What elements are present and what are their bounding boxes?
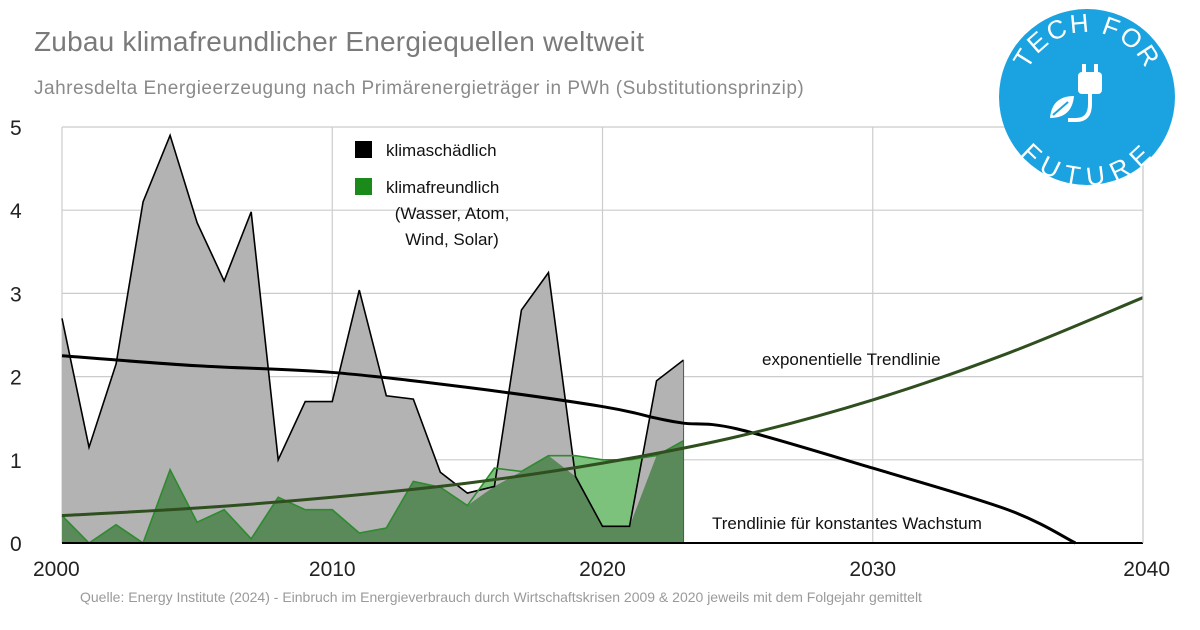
trendline-constant-growth <box>61 354 1077 545</box>
trendline-exponential <box>61 296 1144 518</box>
x-tick-label: 2030 <box>849 558 896 581</box>
y-tick-label: 0 <box>10 533 22 556</box>
source-note: Quelle: Energy Institute (2024) - Einbru… <box>80 589 922 605</box>
y-tick-label: 5 <box>10 117 22 140</box>
area-klimafreundlich <box>62 440 684 543</box>
y-tick-label: 3 <box>10 283 22 306</box>
annotation-exponential: exponentielle Trendlinie <box>762 350 941 369</box>
x-tick-label: 2040 <box>1123 558 1170 581</box>
legend-swatch-klimafreundlich <box>355 178 372 195</box>
trend-lines <box>61 296 1144 545</box>
legend-label-klimafreundlich: klimafreundlich <box>386 178 499 197</box>
x-tick-label: 2020 <box>579 558 626 581</box>
y-tick-label: 4 <box>10 200 22 223</box>
axes: 0 1 2 3 4 5 2000 2010 2020 2030 2040 <box>10 117 1170 581</box>
legend-label-klimafreundlich: (Wasser, Atom, <box>395 204 510 223</box>
legend-label-klimafreundlich: Wind, Solar) <box>405 230 499 249</box>
y-tick-label: 1 <box>10 450 22 473</box>
legend-swatch-klimaschaedlich <box>355 141 372 158</box>
chart-subtitle: Jahresdelta Energieerzeugung nach Primär… <box>34 78 805 99</box>
annotation-constant-growth: Trendlinie für konstantes Wachstum <box>712 514 982 533</box>
annotations: exponentielle Trendlinie Trendlinie für k… <box>712 350 982 533</box>
area-klimaschaedlich <box>62 135 684 543</box>
plug-leaf-icon <box>1050 64 1102 122</box>
tech-for-future-logo: TECH FOR FUTURE <box>999 8 1175 186</box>
y-tick-label: 2 <box>10 367 22 390</box>
chart-title: Zubau klimafreundlicher Energiequellen w… <box>34 26 645 57</box>
x-tick-label: 2000 <box>33 558 80 581</box>
line-klimaschaedlich <box>61 132 685 528</box>
x-tick-label: 2010 <box>309 558 356 581</box>
series-areas <box>61 132 685 545</box>
legend: klimaschädlich klimafreundlich (Wasser, At… <box>355 141 509 249</box>
line-klimafreundlich <box>61 439 684 545</box>
legend-label-klimaschaedlich: klimaschädlich <box>386 141 497 160</box>
